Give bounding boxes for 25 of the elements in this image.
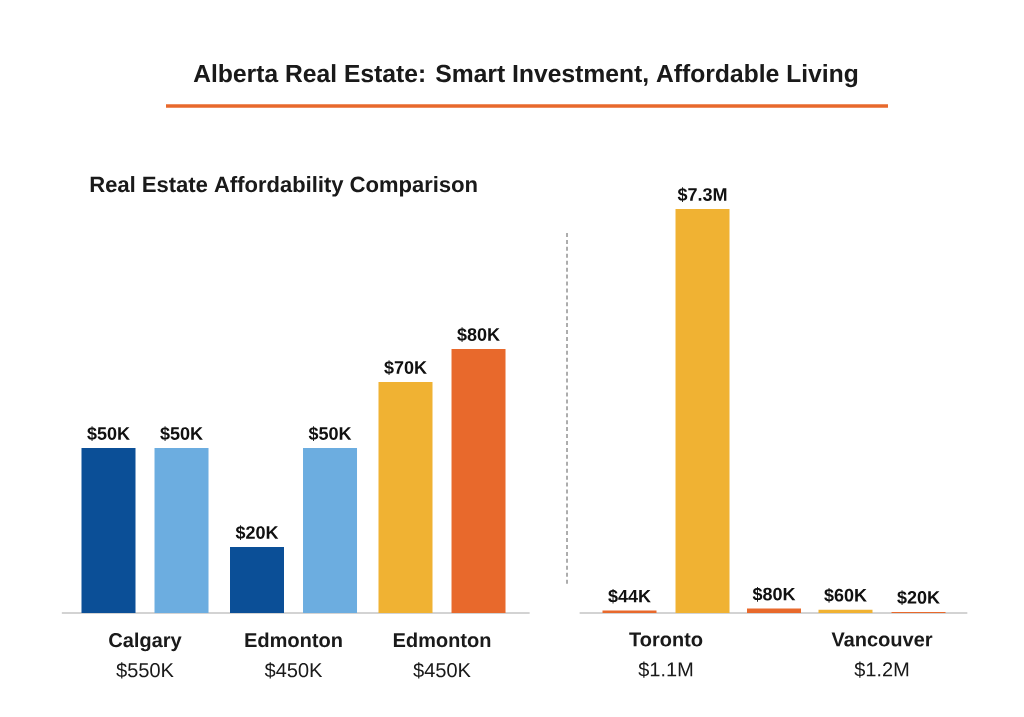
x-tick-label: Toronto $1.1M: [629, 632, 703, 678]
bar: [451, 348, 506, 613]
data-label: $20K: [235, 525, 279, 541]
x-tick-label: Vancouver $1.2M: [831, 632, 933, 678]
data-label: $50K: [308, 426, 352, 442]
data-label: $20K: [897, 590, 940, 605]
bar: [230, 546, 284, 613]
bar: [675, 208, 730, 613]
data-label: $60K: [824, 588, 867, 603]
x-tick-label: Edmonton $450K: [393, 632, 491, 679]
data-label: $44K: [608, 588, 651, 604]
data-label: $50K: [160, 426, 203, 442]
chart-title: Alberta Real Estate: Smart Investment, Affordable Living: [193, 64, 858, 88]
bar: [81, 447, 136, 613]
x-tick-label: Edmonton $450K: [245, 632, 342, 679]
x-tick-label: Calgary $550K: [109, 632, 182, 679]
data-label: $7.3M: [677, 187, 727, 203]
bar: [154, 447, 209, 613]
bar: [378, 381, 433, 613]
data-label: $80K: [457, 327, 500, 343]
data-label: $70K: [384, 360, 427, 376]
chart-subtitle: Real Estate Affordability Comparison: [90, 176, 477, 197]
data-label: $80K: [752, 586, 796, 602]
data-label: $50K: [87, 426, 130, 442]
bar: [303, 447, 358, 613]
